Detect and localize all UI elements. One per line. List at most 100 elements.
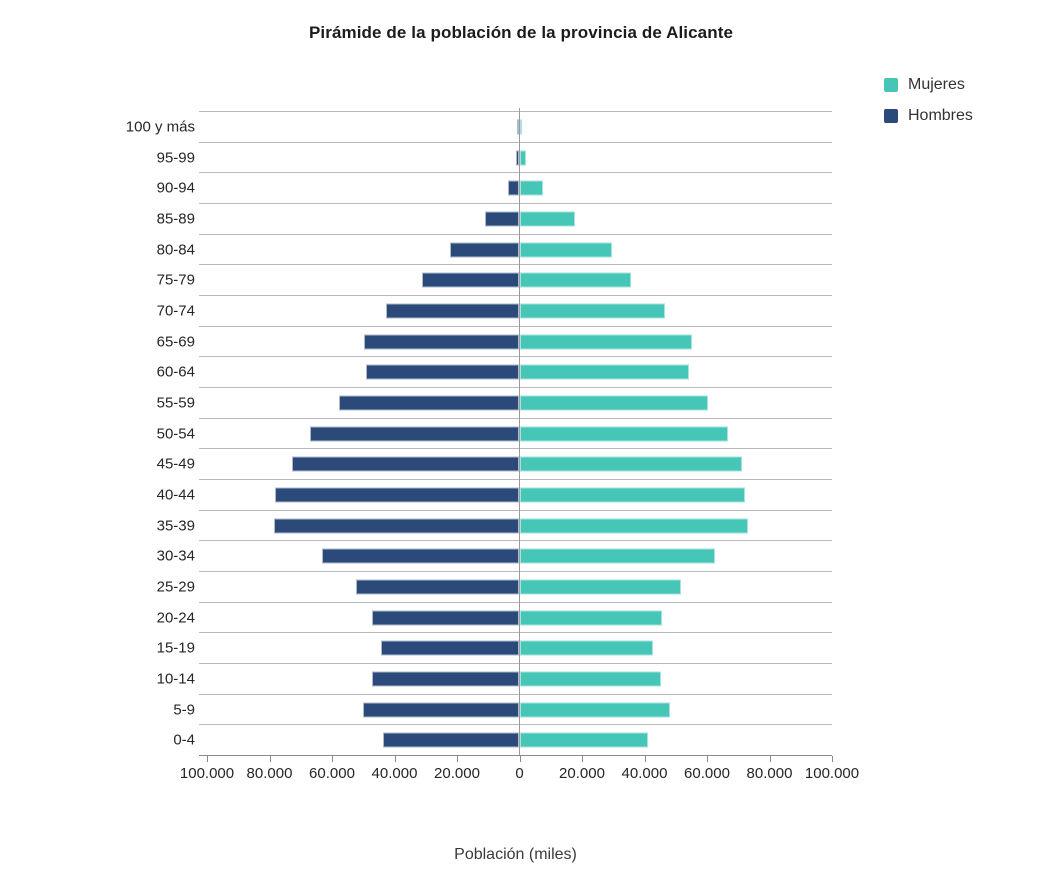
age-group-label: 95-99 bbox=[156, 149, 195, 166]
x-axis-tick bbox=[207, 756, 208, 762]
x-axis-tick-label: 100.000 bbox=[179, 765, 235, 782]
pyramid-row: 5-9 bbox=[173, 695, 832, 726]
pyramid-row: 65-69 bbox=[157, 327, 832, 358]
age-group-label: 70-74 bbox=[156, 302, 195, 320]
x-axis-tick bbox=[832, 756, 833, 762]
bar-hombres-45-49 bbox=[292, 456, 519, 472]
legend-item-mujeres[interactable]: Mujeres bbox=[884, 76, 973, 94]
age-group-label: 100 y más bbox=[125, 118, 195, 136]
x-axis-tick-label: 20.000 bbox=[434, 765, 480, 782]
bar-hombres-65-69 bbox=[364, 334, 519, 350]
bar-hombres-40-44 bbox=[275, 487, 519, 503]
x-axis-tick bbox=[332, 756, 333, 762]
age-group-label: 90-94 bbox=[156, 179, 195, 197]
x-axis-title: Población (miles) bbox=[454, 846, 577, 863]
bar-hombres-85-89 bbox=[485, 211, 519, 227]
bar-mujeres-80-84 bbox=[520, 242, 612, 258]
pyramid-row: 30-34 bbox=[157, 541, 832, 573]
bar-hombres-50-54 bbox=[310, 426, 519, 442]
x-axis-tick bbox=[519, 756, 521, 762]
age-group-label: 80-84 bbox=[156, 241, 195, 259]
pyramid-row: 10-14 bbox=[157, 664, 832, 695]
age-group-label: 30-34 bbox=[156, 547, 195, 565]
bar-mujeres-15-19 bbox=[520, 640, 653, 656]
x-axis-tick-label: 80.000 bbox=[746, 765, 793, 782]
bar-hombres-25-29 bbox=[356, 579, 519, 595]
pyramid-plot: 100 y más 95-99 90-94 85-89 80-84 75-79 70-74 6… bbox=[126, 108, 859, 782]
x-axis-tick-label: 60.000 bbox=[309, 765, 355, 782]
bar-hombres-60-64 bbox=[366, 364, 519, 380]
bar-mujeres-55-59 bbox=[520, 395, 708, 411]
bar-hombres-10-14 bbox=[372, 671, 519, 687]
age-group-label: 60-64 bbox=[156, 363, 195, 381]
x-axis-tick-label: 60.000 bbox=[684, 765, 730, 782]
bar-mujeres-90-94 bbox=[520, 180, 543, 196]
bar-hombres-90-94 bbox=[508, 180, 519, 196]
x-axis-tick-label: 40.000 bbox=[371, 765, 418, 782]
bar-hombres-95-99 bbox=[516, 150, 519, 165]
bar-hombres-35-39 bbox=[274, 518, 519, 534]
age-group-label: 40-44 bbox=[156, 486, 195, 504]
age-group-label: 25-29 bbox=[156, 578, 195, 596]
pyramid-row: 95-99 bbox=[157, 143, 832, 174]
zero-axis-line bbox=[519, 108, 520, 756]
bar-mujeres-5-9 bbox=[520, 702, 670, 718]
pyramid-row: 15-19 bbox=[157, 633, 832, 665]
bar-mujeres-45-49 bbox=[520, 456, 742, 472]
pyramid-row: 75-79 bbox=[157, 265, 832, 297]
x-axis-tick-label: 0 bbox=[515, 765, 524, 782]
pyramid-row: 45-49 bbox=[157, 449, 832, 481]
legend-label-hombres: Hombres bbox=[908, 107, 973, 124]
bar-hombres-15-19 bbox=[381, 640, 519, 656]
age-group-label: 35-39 bbox=[156, 517, 195, 535]
bar-mujeres-20-24 bbox=[520, 610, 662, 626]
bar-hombres-0-4 bbox=[383, 732, 519, 748]
bar-mujeres-35-39 bbox=[520, 518, 748, 534]
age-group-label: 15-19 bbox=[156, 639, 195, 657]
pyramid-row: 35-39 bbox=[157, 511, 832, 542]
bar-mujeres-100-y-más bbox=[520, 119, 522, 135]
age-group-label: 55-59 bbox=[156, 394, 195, 412]
x-axis-tick-label: 80.000 bbox=[246, 765, 293, 782]
bar-mujeres-40-44 bbox=[520, 487, 745, 503]
x-axis-tick bbox=[582, 756, 583, 762]
pyramid-row: 85-89 bbox=[157, 204, 832, 235]
x-axis-tick-label: 40.000 bbox=[621, 765, 668, 782]
age-group-label: 20-24 bbox=[156, 609, 195, 627]
bar-mujeres-65-69 bbox=[520, 334, 692, 350]
x-axis-line bbox=[199, 755, 832, 756]
bar-hombres-5-9 bbox=[363, 702, 519, 718]
chart-title: Pirámide de la población de la provincia… bbox=[308, 23, 734, 42]
x-axis-tick bbox=[394, 756, 396, 762]
bar-mujeres-70-74 bbox=[520, 303, 665, 319]
x-axis-tick bbox=[707, 756, 708, 762]
pyramid-row: 70-74 bbox=[157, 296, 832, 327]
pyramid-row: 80-84 bbox=[157, 235, 832, 266]
age-group-label: 85-89 bbox=[156, 210, 195, 228]
bar-hombres-70-74 bbox=[386, 303, 519, 319]
bar-hombres-75-79 bbox=[422, 272, 519, 288]
bar-hombres-80-84 bbox=[450, 242, 519, 258]
x-axis-tick-label: 100.000 bbox=[804, 765, 860, 782]
pyramid-row: 20-24 bbox=[157, 603, 832, 634]
legend-swatch-mujeres-icon bbox=[884, 78, 898, 92]
age-group-label: 5-9 bbox=[173, 701, 195, 719]
age-group-label: 75-79 bbox=[156, 271, 195, 289]
pyramid-row: 55-59 bbox=[157, 388, 832, 419]
legend: Mujeres Hombres bbox=[884, 76, 973, 138]
bar-mujeres-95-99 bbox=[520, 150, 526, 165]
bar-mujeres-60-64 bbox=[520, 364, 689, 380]
x-axis-tick bbox=[769, 756, 771, 762]
pyramid-row: 60-64 bbox=[157, 357, 832, 389]
pyramid-row: 40-44 bbox=[157, 480, 832, 511]
bar-hombres-20-24 bbox=[372, 610, 519, 626]
bar-mujeres-0-4 bbox=[520, 732, 648, 748]
bar-mujeres-30-34 bbox=[520, 548, 715, 564]
age-group-label: 50-54 bbox=[156, 425, 195, 443]
bar-mujeres-10-14 bbox=[520, 671, 661, 687]
legend-item-hombres[interactable]: Hombres bbox=[884, 107, 973, 125]
age-group-label: 45-49 bbox=[156, 455, 195, 473]
bar-mujeres-50-54 bbox=[520, 426, 728, 442]
x-axis-tick bbox=[644, 756, 646, 762]
